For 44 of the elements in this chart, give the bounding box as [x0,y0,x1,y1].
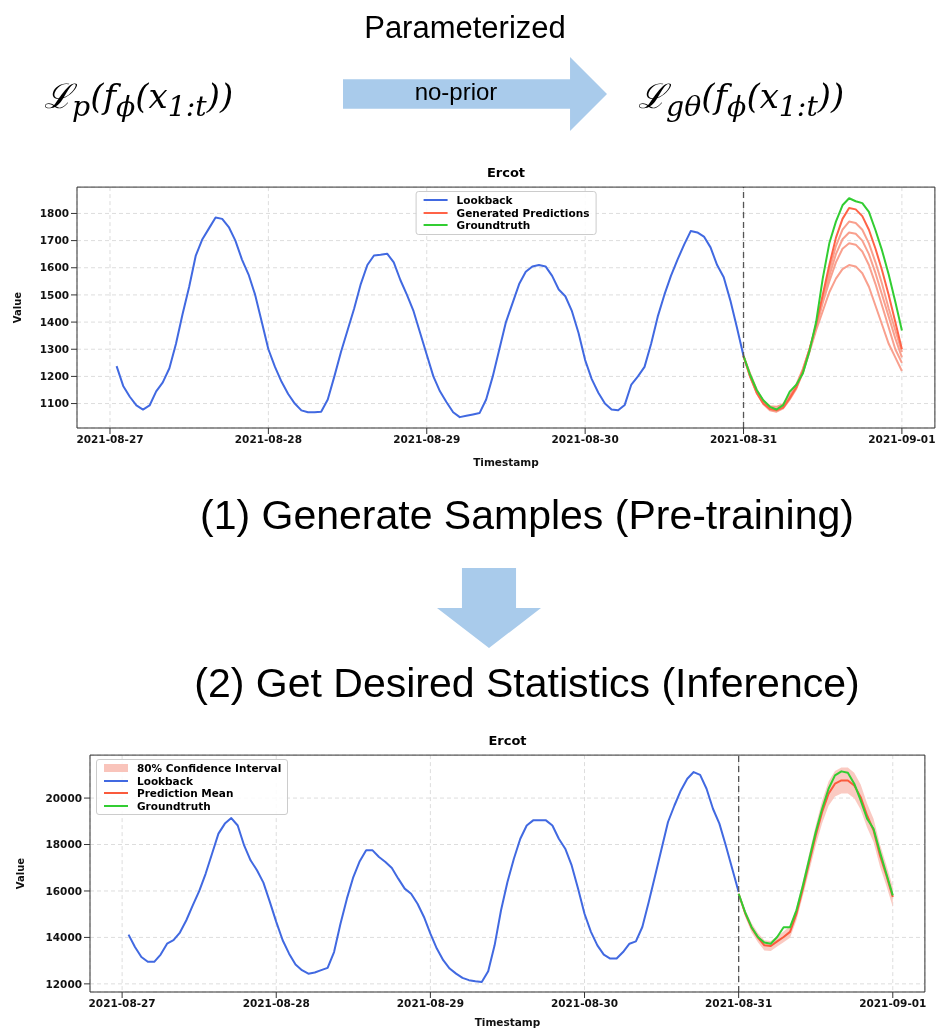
y-tick-label: 1200 [39,370,69,383]
x-tick-label: 2021-09-01 [868,433,936,446]
y-tick-label: 1100 [39,397,69,410]
y-tick-label: 20000 [45,791,82,804]
y-tick-label: 1400 [39,315,69,328]
y-tick-label: 1600 [39,261,69,274]
legend-label: Groundtruth [137,799,211,812]
y-axis-title: Value [11,291,23,324]
x-tick-label: 2021-08-27 [76,433,144,446]
legend-label: Lookback [137,774,193,787]
legend-label: Generated Predictions [456,206,590,219]
y-axis-title: Value [14,857,26,890]
x-tick-label: 2021-08-30 [551,433,619,446]
text: Parameterized [364,10,566,46]
text: ℒ$_{gθ}$(f$_{ϕ}$(x$_{1:t}$)) [638,75,845,123]
text: (1) Generate Samples (Pre-training) [200,492,854,539]
x-tick-label: 2021-08-29 [396,997,464,1010]
y-tick-label: 18000 [45,838,82,851]
chart-title: Ercot [486,165,526,180]
chart-title: Ercot [488,733,527,748]
legend-label: Prediction Mean [137,787,234,800]
x-tick-label: 2021-08-31 [709,433,778,446]
y-tick-label: 1300 [39,342,69,355]
x-axis-title: Timestamp [474,1016,541,1028]
y-tick-label: 14000 [45,931,82,944]
x-tick-label: 2021-08-29 [393,433,461,446]
text: no-prior [414,78,498,106]
y-tick-label: 1500 [39,288,69,301]
text: ℒ$_{p}$(f$_{ϕ}$(x$_{1:t}$)) [44,75,234,123]
y-tick-label: 1800 [39,207,69,220]
legend-label: Groundtruth [456,219,531,232]
y-tick-label: 16000 [45,884,82,897]
x-tick-label: 2021-08-28 [242,997,310,1010]
y-tick-label: 12000 [45,977,82,990]
y-tick-label: 1700 [39,234,69,247]
x-tick-label: 2021-08-27 [88,997,156,1010]
legend-label: Lookback [456,194,513,207]
x-axis-title: Timestamp [473,456,540,468]
x-tick-label: 2021-08-28 [234,433,302,446]
x-tick-label: 2021-08-31 [705,997,773,1010]
text: (2) Get Desired Statistics (Inference) [194,660,860,707]
x-tick-label: 2021-08-30 [550,997,619,1010]
x-tick-label: 2021-09-01 [859,997,927,1010]
legend-label: 80% Confidence Interval [137,762,282,775]
